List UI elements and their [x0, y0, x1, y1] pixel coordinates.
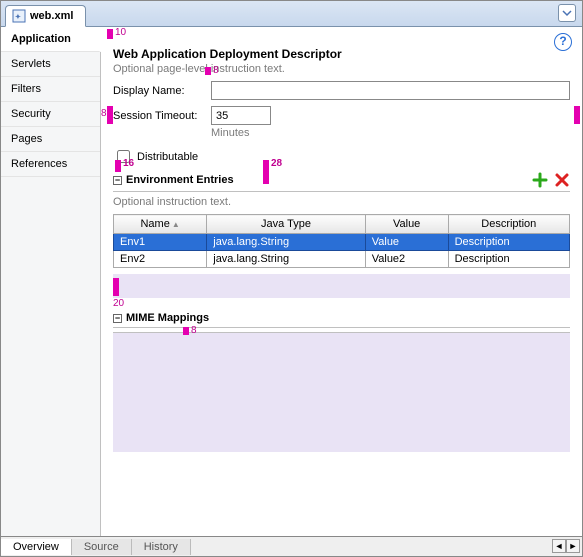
spacing-marker-label: 8 [213, 65, 219, 76]
side-tab-pages[interactable]: Pages [1, 127, 100, 152]
bottom-tab-overview[interactable]: Overview [1, 539, 72, 555]
cell-name: Env2 [114, 251, 207, 268]
sort-asc-icon: ▲ [172, 220, 180, 229]
mime-mappings-title: MIME Mappings [126, 312, 209, 324]
session-timeout-unit: Minutes [211, 127, 570, 139]
cell-desc: Description [448, 234, 569, 251]
table-row[interactable]: Env2 java.lang.String Value2 Description [114, 251, 570, 268]
spacing-marker [115, 160, 121, 172]
distributable-label: Distributable [137, 151, 198, 163]
spacing-marker [263, 160, 269, 184]
spacing-marker [205, 67, 211, 75]
spacing-marker [574, 106, 580, 124]
cell-value: Value2 [365, 251, 448, 268]
editor-menu-button[interactable] [558, 4, 576, 22]
side-tab-references[interactable]: References [1, 152, 100, 177]
bottom-tab-bar: Overview Source History ◄ ► [1, 536, 582, 556]
distributable-row: Distributable [113, 147, 570, 166]
file-tab-label: web.xml [30, 10, 73, 22]
mime-mappings-header: − MIME Mappings [113, 312, 570, 328]
cell-type: java.lang.String [207, 251, 365, 268]
display-name-label: Display Name: [113, 85, 203, 97]
side-tab-application[interactable]: Application [1, 27, 101, 52]
cell-value: Value [365, 234, 448, 251]
spacing-marker-label: 8 [101, 108, 107, 119]
spacing-marker [183, 327, 189, 335]
side-tab-list: Application Servlets Filters Security Pa… [1, 27, 101, 536]
bottom-tab-history[interactable]: History [132, 539, 191, 555]
remove-entry-icon[interactable] [554, 172, 570, 188]
spacing-marker [113, 278, 119, 296]
side-tab-security[interactable]: Security [1, 102, 100, 127]
table-header-row: Name▲ Java Type Value Description [114, 215, 570, 234]
spacing-marker-label: 20 [113, 298, 124, 309]
session-timeout-label: Session Timeout: [113, 110, 203, 122]
spacing-marker-label: 16 [123, 158, 134, 169]
xml-file-icon: ✦ [12, 9, 26, 23]
env-entries-table: Name▲ Java Type Value Description Env1 j… [113, 214, 570, 268]
col-name[interactable]: Name▲ [114, 215, 207, 234]
page-hint: Optional page-level instruction text. [113, 63, 570, 75]
display-name-row: 8 Display Name: [113, 81, 570, 100]
tab-scroll-controls: ◄ ► [552, 539, 580, 553]
cell-type: java.lang.String [207, 234, 365, 251]
svg-text:✦: ✦ [15, 13, 21, 21]
mime-mappings-twisty-icon[interactable]: − [113, 314, 122, 323]
spacing-marker-label: 8 [191, 325, 197, 336]
file-tab-webxml[interactable]: ✦ web.xml [5, 5, 86, 27]
env-entries-twisty-icon[interactable]: − [113, 176, 122, 185]
col-java-type[interactable]: Java Type [207, 215, 365, 234]
tab-scroll-left-icon[interactable]: ◄ [552, 539, 566, 553]
col-value[interactable]: Value [365, 215, 448, 234]
env-entries-spacer: 20 [113, 274, 570, 298]
spacing-marker-label: 10 [115, 27, 126, 38]
bottom-tab-source[interactable]: Source [72, 539, 132, 555]
side-tab-servlets[interactable]: Servlets [1, 52, 100, 77]
env-entries-title: Environment Entries [126, 174, 234, 186]
session-timeout-row: 8 Session Timeout: 8 [113, 106, 570, 125]
form-area: 10 Web Application Deployment Descriptor… [101, 27, 582, 536]
side-tab-filters[interactable]: Filters [1, 77, 100, 102]
file-tab-bar: ✦ web.xml [1, 1, 582, 27]
cell-desc: Description [448, 251, 569, 268]
tab-scroll-right-icon[interactable]: ► [566, 539, 580, 553]
spacing-marker-label: 28 [271, 158, 282, 169]
table-row[interactable]: Env1 java.lang.String Value Description [114, 234, 570, 251]
env-entries-header: 16 28 − Environment Entries [113, 172, 570, 192]
env-entries-hint: Optional instruction text. [113, 196, 570, 208]
display-name-input[interactable] [211, 81, 570, 100]
add-entry-icon[interactable] [532, 172, 548, 188]
session-timeout-input[interactable] [211, 106, 271, 125]
editor-body: ? Application Servlets Filters Security … [1, 27, 582, 536]
cell-name: Env1 [114, 234, 207, 251]
spacing-marker [107, 29, 113, 39]
col-description[interactable]: Description [448, 215, 569, 234]
page-title: Web Application Deployment Descriptor [113, 47, 570, 61]
mime-mappings-body: 8 [113, 332, 570, 452]
spacing-marker [107, 106, 113, 124]
